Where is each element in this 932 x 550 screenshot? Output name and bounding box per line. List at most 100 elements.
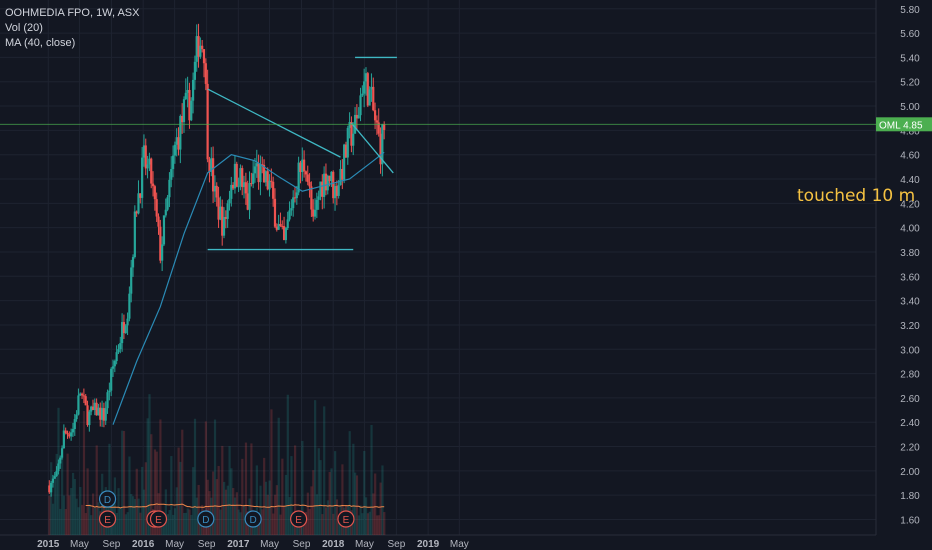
volume-bar: [181, 429, 184, 535]
volume-bar: [323, 406, 326, 535]
volume-bar: [308, 508, 311, 535]
event-marker-label: E: [155, 515, 162, 526]
volume-bar: [186, 508, 189, 535]
candle-body: [379, 133, 382, 165]
volume-bar: [223, 481, 226, 535]
volume-bar: [122, 430, 126, 535]
candle-body: [321, 181, 324, 197]
volume-bar: [306, 492, 309, 535]
volume-bar: [374, 473, 377, 535]
candle-body: [166, 197, 169, 210]
candle-body: [206, 83, 209, 160]
volume-bar: [286, 394, 289, 535]
candle-body: [270, 180, 273, 182]
y-tick-label: 3.80: [900, 248, 920, 259]
y-tick-label: 4.80: [900, 126, 920, 137]
y-tick-label: 1.80: [900, 491, 920, 502]
volume-bar: [235, 492, 238, 535]
candle-body: [281, 226, 284, 228]
candle-body: [93, 402, 96, 411]
volume-bar: [190, 514, 193, 535]
volume-bar: [195, 497, 198, 535]
candle-body: [332, 171, 335, 199]
chart-title: OOHMEDIA FPO, 1W, ASX: [5, 7, 140, 19]
candle-body: [383, 124, 386, 130]
candle-body: [242, 182, 246, 188]
volume-bar: [304, 512, 308, 535]
candle-body: [248, 183, 251, 210]
y-tick-label: 5.80: [900, 5, 920, 16]
candle-body: [141, 157, 144, 198]
candle-body: [328, 175, 331, 182]
candle-body: [202, 49, 206, 64]
candle-body: [80, 393, 84, 396]
last-price-badge: [876, 117, 932, 132]
volume-bar: [315, 494, 319, 535]
candle-body: [262, 164, 266, 183]
candle-body: [350, 121, 353, 146]
candle-body: [341, 168, 344, 180]
volume-bar: [193, 418, 197, 535]
candle-body: [130, 267, 133, 294]
candle-body: [201, 45, 204, 50]
candle-body: [279, 224, 282, 227]
volume-bar: [155, 451, 158, 535]
volume-bar: [86, 468, 89, 535]
candle-body: [304, 171, 308, 175]
candle-body: [326, 175, 329, 191]
y-tick-label: 2.20: [900, 443, 920, 454]
volume-bar: [264, 481, 268, 535]
earnings-marker: [98, 510, 117, 528]
volume-bar: [172, 514, 175, 535]
x-tick-label: May: [165, 539, 184, 550]
volume-bar: [135, 468, 138, 535]
candle-body: [308, 181, 311, 187]
volume-bar: [113, 477, 117, 535]
candle-body: [212, 158, 215, 192]
candle-body: [335, 186, 338, 196]
candle-body: [359, 95, 362, 116]
candle-body: [126, 318, 129, 326]
volume-bar: [75, 498, 78, 535]
candle-body: [117, 349, 120, 353]
y-tick-label: 2.80: [900, 370, 920, 381]
volume-bar: [319, 460, 322, 535]
candle-body: [179, 115, 182, 150]
candle-body: [151, 183, 155, 187]
candle-body: [82, 395, 85, 397]
volume-bar: [184, 512, 187, 535]
volume-bar: [266, 494, 269, 535]
trendlines: [207, 56, 397, 251]
candle-body: [119, 343, 122, 350]
event-marker-label: E: [343, 515, 350, 526]
x-tick-label: May: [260, 539, 279, 550]
candle-body: [71, 429, 75, 433]
volume-bar: [81, 504, 84, 535]
volume-bar: [128, 456, 131, 535]
candle-body: [361, 93, 364, 96]
candle-body: [250, 183, 253, 185]
volume-bar: [213, 419, 217, 535]
candle-body: [164, 209, 167, 216]
legend-moving-average: MA (40, close): [5, 37, 76, 49]
x-tick-label: May: [355, 539, 374, 550]
volume-bar: [330, 468, 333, 535]
candle-body: [111, 366, 115, 369]
candle-body: [215, 185, 218, 198]
candle-body: [157, 216, 160, 227]
candle-body: [53, 476, 56, 479]
volume-bar: [93, 507, 96, 535]
candle-body: [348, 121, 351, 128]
volume-bar: [206, 479, 209, 535]
volume-bar: [224, 489, 228, 535]
x-tick-label: Sep: [198, 539, 216, 550]
candle-body: [264, 171, 267, 183]
volume-bar: [175, 487, 178, 535]
volume-bar: [357, 515, 360, 535]
volume-bar: [71, 472, 75, 535]
y-tick-label: 5.60: [900, 29, 920, 40]
y-tick-label: 1.60: [900, 516, 920, 527]
dividend-marker: [244, 510, 262, 528]
candle-body: [182, 99, 186, 123]
